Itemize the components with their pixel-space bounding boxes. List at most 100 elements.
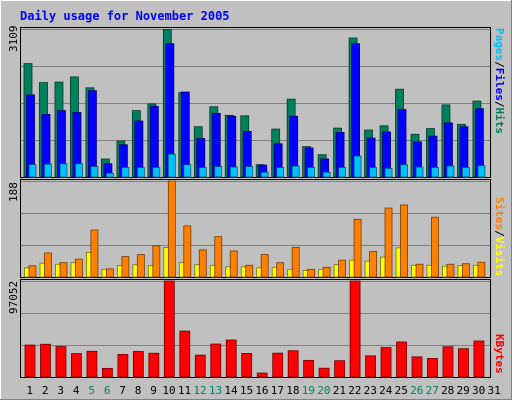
kbytes-bar xyxy=(179,330,191,378)
x-axis-label: 6 xyxy=(104,384,111,397)
sites-bar xyxy=(121,256,130,278)
kbytes-bar xyxy=(102,367,113,378)
kbytes-bar xyxy=(365,355,376,378)
x-axis-label: 26 xyxy=(410,384,423,397)
pages-bar xyxy=(415,166,424,178)
sites-bar xyxy=(90,229,99,278)
kbytes-bar xyxy=(427,357,438,378)
pages-bar xyxy=(276,167,285,178)
pages-bar xyxy=(198,167,207,178)
x-axis-label: 31 xyxy=(488,384,501,397)
x-axis-label: 12 xyxy=(193,384,206,397)
kbytes-bar xyxy=(132,351,144,378)
sites-bar xyxy=(59,262,68,278)
x-axis-label: 3 xyxy=(57,384,64,397)
x-axis-label: 2 xyxy=(42,384,49,397)
bars xyxy=(23,29,486,378)
x-axis-label: 29 xyxy=(457,384,470,397)
sites-bar xyxy=(338,259,347,278)
sites-bar xyxy=(291,246,300,278)
pages-bar xyxy=(291,165,300,178)
pages-bar xyxy=(183,164,192,178)
pages-bar xyxy=(307,167,316,178)
kbytes-bar xyxy=(349,280,361,378)
kbytes-bar xyxy=(334,360,346,378)
pages-bar xyxy=(121,167,130,178)
pages-bar xyxy=(384,168,393,178)
x-axis-label: 14 xyxy=(224,384,238,397)
x-axis-label: 20 xyxy=(317,384,330,397)
pages-bar xyxy=(75,163,83,178)
kbytes-legend: KBytes xyxy=(493,334,506,374)
visits-legend-text: Sites/Visits xyxy=(493,197,506,277)
kbytes-bar xyxy=(458,348,469,378)
kbytes-bar xyxy=(194,354,206,378)
pages-bar xyxy=(136,167,145,178)
kbytes-bar xyxy=(256,372,268,378)
sites-bar xyxy=(183,225,192,278)
sites-bar xyxy=(415,263,424,278)
sites-bar xyxy=(167,180,176,278)
hits-ymax-label: 3109 xyxy=(7,26,20,53)
sites-bar xyxy=(28,265,37,278)
kbytes-bar xyxy=(55,346,67,378)
pages-bar xyxy=(322,171,331,178)
files-bar xyxy=(88,90,97,178)
sites-bar xyxy=(75,258,83,278)
x-axis-label: 24 xyxy=(379,384,393,397)
sites-bar xyxy=(276,262,285,278)
sites-bar xyxy=(477,261,486,278)
legend-pages: Pages xyxy=(493,28,506,61)
sites-bar xyxy=(384,207,393,278)
kbytes-bar xyxy=(40,343,51,378)
x-axis-label: 9 xyxy=(150,384,157,397)
files-bar xyxy=(180,91,190,178)
x-axis-label: 30 xyxy=(472,384,485,397)
sites-bar xyxy=(400,204,408,278)
visits-panel-frame xyxy=(20,179,491,278)
sites-bar xyxy=(322,266,331,278)
x-axis-label: 13 xyxy=(209,384,222,397)
pages-bar xyxy=(229,166,238,178)
kbytes-bar xyxy=(225,339,237,378)
x-axis-label: 17 xyxy=(271,384,284,397)
kbytes-bar xyxy=(380,347,392,378)
legend-separator: / xyxy=(493,61,506,68)
x-axis-label: 18 xyxy=(286,384,299,397)
x-axis-label: 16 xyxy=(255,384,268,397)
sites-bar xyxy=(307,268,316,278)
kbytes-bar xyxy=(411,356,423,378)
sites-bar xyxy=(152,245,161,278)
kbytes-bar xyxy=(210,343,222,378)
sites-bar xyxy=(245,264,254,278)
x-axis-label: 4 xyxy=(73,384,80,397)
kbytes-bar xyxy=(86,350,98,378)
sites-bar xyxy=(44,252,52,278)
x-axis-label: 28 xyxy=(441,384,454,397)
x-axis-label: 7 xyxy=(119,384,126,397)
panel-frames xyxy=(20,27,491,378)
x-axis-label: 27 xyxy=(426,384,439,397)
kbytes-bar xyxy=(442,346,454,378)
x-axis-label: 1 xyxy=(26,384,33,397)
pages-bar xyxy=(462,167,470,178)
pages-bar xyxy=(167,153,176,178)
kbytes-bar xyxy=(24,344,36,378)
pages-bar xyxy=(90,166,99,178)
legend-visits: Visits xyxy=(493,237,506,277)
kbytes-bar xyxy=(272,352,284,378)
kbytes-bar xyxy=(163,280,175,378)
sites-bar xyxy=(446,263,455,278)
hits-legend: Pages/Files/Hits xyxy=(493,28,506,134)
x-axis-label: 8 xyxy=(135,384,142,397)
x-axis-label: 25 xyxy=(395,384,408,397)
x-axis-label: 21 xyxy=(333,384,346,397)
pages-bar xyxy=(44,163,52,178)
kbytes-bar xyxy=(396,341,407,378)
pages-bar xyxy=(260,171,269,178)
pages-bar xyxy=(477,165,486,178)
kbytes-bar xyxy=(318,367,330,378)
visits-legend: Sites/Visits xyxy=(493,197,506,277)
pages-bar xyxy=(214,166,223,178)
